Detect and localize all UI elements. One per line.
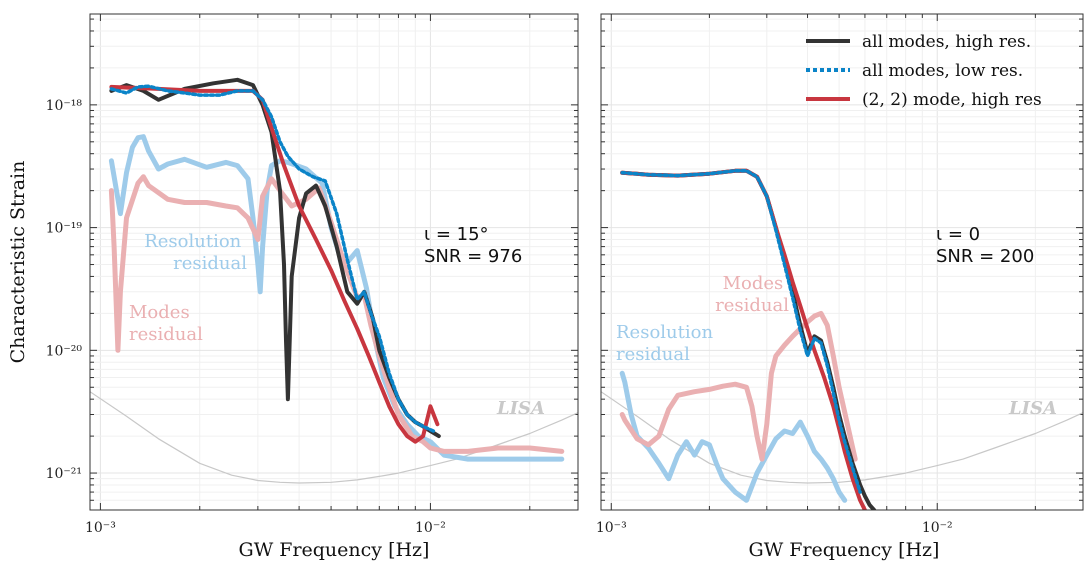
left-plot-background (90, 14, 578, 510)
right-modes-residual-label: Modes residual (715, 273, 789, 316)
right-x-tick-label: 10⁻² (922, 520, 953, 536)
left-series-group (90, 77, 578, 484)
y-axis-label: Characteristic Strain (7, 161, 29, 364)
left-modes-residual-line1: Modes (129, 302, 190, 323)
right-modes-residual-line1: Modes (723, 273, 784, 294)
left-y-tick-label: 10⁻¹⁹ (46, 221, 83, 237)
left-x-tick-label: 10⁻² (415, 520, 446, 536)
left-resolution-residual-line1: Resolution (144, 231, 241, 252)
legend: all modes, high res. all modes, low res.… (806, 32, 1042, 110)
left-x-axis-label: GW Frequency [Hz] (239, 539, 430, 561)
right-resolution-residual-line1: Resolution (616, 322, 713, 343)
right-grid (601, 14, 1083, 511)
left-ticks: 10⁻³ 10⁻² 10⁻²¹ 10⁻²⁰ 10⁻¹⁹ 10⁻¹⁸ (46, 14, 578, 536)
legend-label-all-low: all modes, low res. (862, 61, 1023, 81)
left-modes-residual-line2: residual (129, 324, 203, 345)
right-x-tick-label: 10⁻³ (596, 520, 627, 536)
right-panel: 10⁻³ 10⁻² GW Frequency [Hz] Resolution re… (596, 13, 1084, 561)
legend-label-all-high: all modes, high res. (862, 32, 1031, 52)
right-series-all-low (620, 169, 862, 494)
right-iota-annotation: ι = 0 (936, 224, 980, 245)
left-y-tick-label: 10⁻²¹ (46, 466, 82, 482)
left-panel: 10⁻³ 10⁻² 10⁻²¹ 10⁻²⁰ 10⁻¹⁹ 10⁻¹⁸ GW Frequenc… (46, 13, 579, 561)
left-snr-annotation: SNR = 976 (424, 246, 522, 267)
left-y-tick-label: 10⁻¹⁸ (46, 98, 83, 114)
right-modes-residual-line2: residual (715, 295, 789, 316)
right-resolution-residual-line2: residual (616, 344, 690, 365)
left-series-modes-residual (108, 174, 565, 454)
right-snr-annotation: SNR = 200 (936, 246, 1034, 267)
left-x-tick-label: 10⁻³ (85, 520, 116, 536)
left-series (90, 77, 578, 484)
right-series (601, 168, 1083, 510)
left-iota-annotation: ι = 15° (424, 224, 489, 245)
left-grid (90, 14, 578, 511)
left-modes-residual-label: Modes residual (129, 302, 203, 345)
right-series-resolution-residual (619, 370, 848, 503)
left-resolution-residual-line2: residual (173, 253, 247, 274)
left-axes-frame (89, 13, 579, 511)
right-resolution-residual-label: Resolution residual (616, 322, 719, 365)
right-lisa-label: LISA (1008, 398, 1057, 419)
left-lisa-label: LISA (496, 398, 545, 419)
left-resolution-residual-label: Resolution residual (144, 231, 247, 274)
left-series-all-low (109, 84, 436, 433)
right-x-axis-label: GW Frequency [Hz] (749, 539, 940, 561)
legend-label-mode22: (2, 2) mode, high res (862, 90, 1042, 110)
left-y-tick-label: 10⁻²⁰ (46, 343, 83, 359)
right-series-modes-residual (619, 310, 858, 462)
right-series-group (601, 168, 1083, 510)
right-axes-frame (600, 13, 1084, 511)
right-ticks: 10⁻³ 10⁻² (596, 14, 1083, 536)
left-series-lisa (90, 391, 578, 484)
